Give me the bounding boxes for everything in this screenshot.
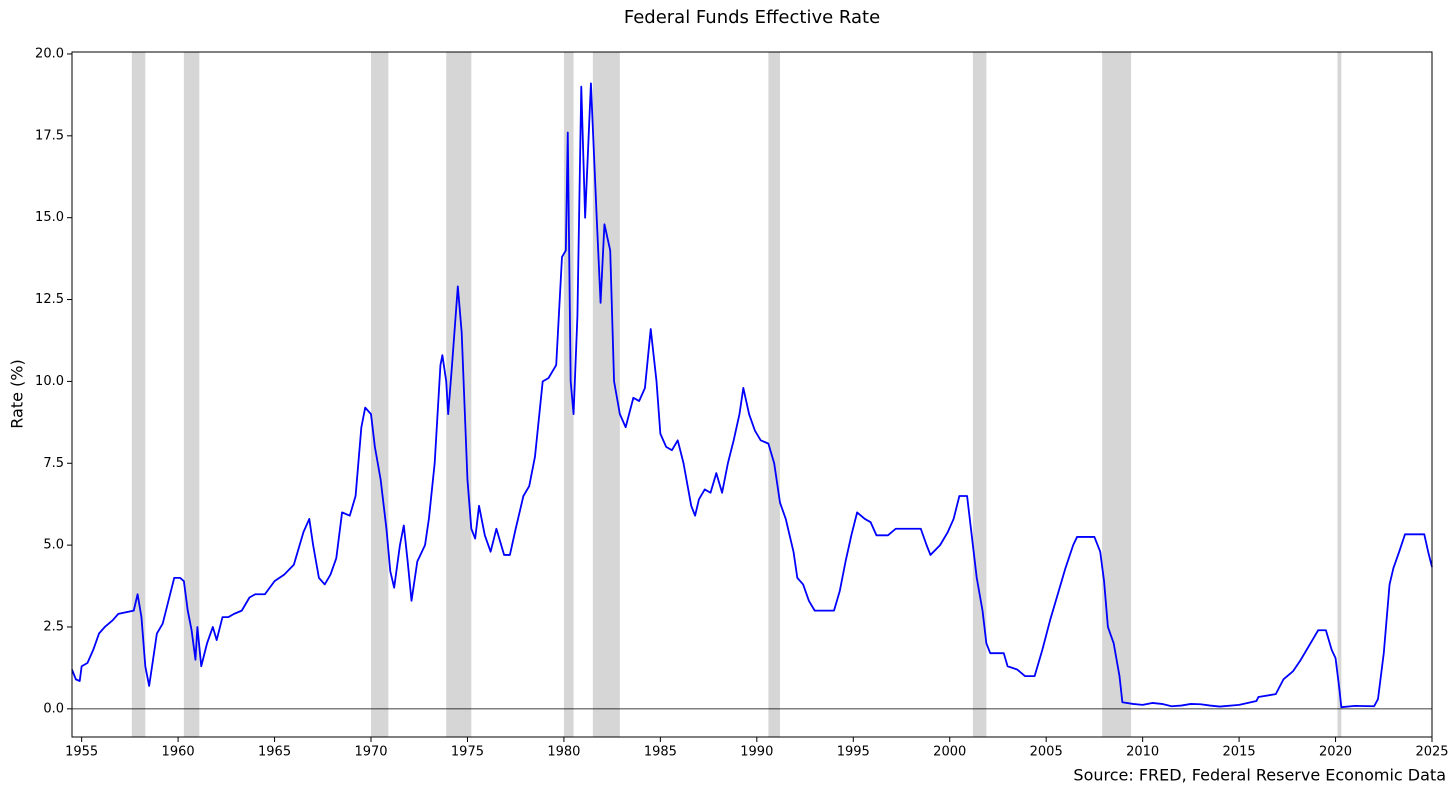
x-tick-label: 2000 [933,745,966,760]
recession-band [131,52,146,737]
y-tick-label: 15.0 [35,210,64,225]
x-tick-label: 1965 [258,745,291,760]
recession-band [563,52,574,737]
y-tick-label: 7.5 [43,456,64,471]
recession-band [592,52,620,737]
recession-band [371,52,389,737]
x-tick-label: 1985 [644,745,677,760]
line-series [71,82,1433,709]
y-tick-label: 20.0 [35,46,64,61]
y-tick-label: 12.5 [35,292,64,307]
recession-band [1102,52,1132,737]
x-tick-label: 2020 [1319,745,1352,760]
chart-title: Federal Funds Effective Rate [624,7,880,28]
recession-band [972,52,987,737]
x-tick-label: 1970 [354,745,387,760]
x-tick-label: 1955 [65,745,98,760]
x-tick-label: 2015 [1223,745,1256,760]
x-tick-label: 1980 [547,745,580,760]
y-tick-label: 2.5 [43,619,64,634]
plot-frame [71,51,1433,738]
recession-band [183,52,200,737]
x-tick-label: 1960 [162,745,195,760]
y-tick-label: 0.0 [43,701,64,716]
x-tick-label: 1975 [451,745,484,760]
x-tick-label: 2010 [1126,745,1159,760]
recession-band [768,52,780,737]
x-tick-label: 1990 [740,745,773,760]
y-tick-label: 17.5 [35,128,64,143]
y-tick-label: 10.0 [35,374,64,389]
source-note: Source: FRED, Federal Reserve Economic D… [1073,766,1446,785]
x-tick-label: 2005 [1030,745,1063,760]
x-tick-label: 2025 [1415,745,1448,760]
recession-band [1337,52,1342,737]
y-tick-label: 5.0 [43,538,64,553]
y-axis-label: Rate (%) [8,359,27,428]
x-tick-label: 1995 [837,745,870,760]
